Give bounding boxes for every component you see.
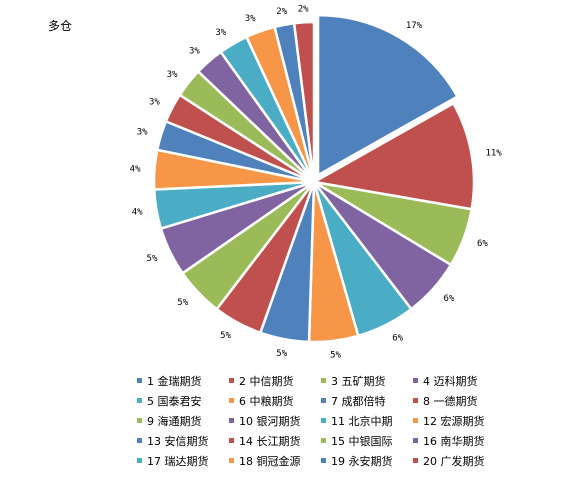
data-label-18: 3% — [245, 14, 256, 24]
legend-swatch — [229, 458, 234, 463]
data-label-4: 6% — [444, 294, 455, 304]
data-label-7: 5% — [276, 349, 287, 359]
data-label-6: 5% — [330, 351, 341, 361]
legend-label: 16 南华期货 — [423, 434, 485, 448]
data-label-9: 5% — [177, 298, 188, 308]
legend-label: 20 广发期货 — [423, 454, 485, 468]
data-label-11: 4% — [132, 208, 143, 218]
data-label-14: 3% — [149, 97, 160, 107]
data-label-2: 11% — [485, 148, 502, 158]
legend-label: 19 永安期货 — [331, 454, 393, 468]
legend-label: 10 银河期货 — [239, 414, 301, 428]
legend-swatch — [413, 418, 418, 423]
legend-label: 3 五矿期货 — [331, 374, 386, 388]
legend-item-18: 18 铜冠金源 — [229, 453, 321, 468]
legend-item-7: 7 成都倍特 — [321, 393, 413, 408]
legend-item-11: 11 北京中期 — [321, 413, 413, 428]
pie-slice-1 — [316, 13, 460, 178]
legend-label: 14 长江期货 — [239, 434, 301, 448]
legend-swatch — [229, 438, 234, 443]
legend-item-3: 3 五矿期货 — [321, 373, 413, 388]
legend-item-13: 13 安信期货 — [137, 433, 229, 448]
legend-swatch — [413, 398, 418, 403]
legend-label: 4 迈科期货 — [423, 374, 478, 388]
legend-swatch — [137, 458, 142, 463]
legend-label: 13 安信期货 — [147, 434, 209, 448]
legend-item-14: 14 长江期货 — [229, 433, 321, 448]
data-label-19: 2% — [276, 7, 287, 17]
data-label-20: 2% — [298, 4, 309, 14]
legend-swatch — [321, 458, 326, 463]
legend-item-4: 4 迈科期货 — [413, 373, 513, 388]
legend-swatch — [413, 378, 418, 383]
pie-slice-2 — [310, 101, 476, 211]
legend-label: 15 中银国际 — [331, 434, 393, 448]
data-label-12: 4% — [130, 164, 141, 174]
legend-swatch — [321, 398, 326, 403]
legend-label: 8 一德期货 — [423, 394, 478, 408]
legend-item-6: 6 中粮期货 — [229, 393, 321, 408]
data-label-8: 5% — [220, 331, 231, 341]
legend-item-9: 9 海通期货 — [137, 413, 229, 428]
data-label-1: 17% — [406, 21, 423, 31]
chart-title: 多仓 — [48, 19, 73, 33]
legend-item-5: 5 国泰君安 — [137, 393, 229, 408]
legend-item-8: 8 一德期货 — [413, 393, 513, 408]
legend-swatch — [137, 378, 142, 383]
legend-swatch — [137, 418, 142, 423]
data-label-16: 3% — [189, 47, 200, 57]
legend-item-15: 15 中银国际 — [321, 433, 413, 448]
data-label-17: 3% — [215, 28, 226, 38]
legend-item-19: 19 永安期货 — [321, 453, 413, 468]
pie-chart: 17% 11% 6% 6% 6% 5% 5% 5% 5% 5% 4% 4% 3% 3% 3% 3% 3% 3% 2%… — [130, 4, 503, 361]
legend-swatch — [229, 378, 234, 383]
legend-label: 5 国泰君安 — [147, 394, 202, 408]
legend-label: 6 中粮期货 — [239, 394, 294, 408]
legend-item-2: 2 中信期货 — [229, 373, 321, 388]
legend-label: 11 北京中期 — [331, 414, 393, 428]
legend-swatch — [229, 398, 234, 403]
legend-swatch — [413, 438, 418, 443]
legend-label: 18 铜冠金源 — [239, 454, 301, 468]
legend-label: 2 中信期货 — [239, 374, 294, 388]
legend-item-10: 10 银河期货 — [229, 413, 321, 428]
legend-label: 7 成都倍特 — [331, 394, 386, 408]
legend-swatch — [413, 458, 418, 463]
legend-swatch — [321, 438, 326, 443]
legend-label: 1 金瑞期货 — [147, 374, 202, 388]
legend-swatch — [137, 398, 142, 403]
legend-label: 12 宏源期货 — [423, 414, 485, 428]
legend-item-20: 20 广发期货 — [413, 453, 513, 468]
legend-item-12: 12 宏源期货 — [413, 413, 513, 428]
legend-swatch — [321, 418, 326, 423]
legend-label: 17 瑞达期货 — [147, 454, 209, 468]
data-label-10: 5% — [147, 254, 158, 264]
data-label-15: 3% — [167, 70, 178, 80]
legend-swatch — [229, 418, 234, 423]
legend-item-16: 16 南华期货 — [413, 433, 513, 448]
pie-slice-20 — [292, 20, 316, 183]
legend-swatch — [137, 438, 142, 443]
legend-item-17: 17 瑞达期货 — [137, 453, 229, 468]
legend-item-1: 1 金瑞期货 — [137, 373, 229, 388]
legend: 1 金瑞期货 2 中信期货 3 五矿期货 4 迈科期货 5 国泰君安 6 中粮期货 7 成都… — [137, 373, 577, 468]
legend-label: 9 海通期货 — [147, 414, 202, 428]
data-label-3: 6% — [477, 239, 488, 249]
data-label-5: 6% — [392, 333, 403, 343]
data-label-13: 3% — [137, 127, 148, 137]
legend-swatch — [321, 378, 326, 383]
